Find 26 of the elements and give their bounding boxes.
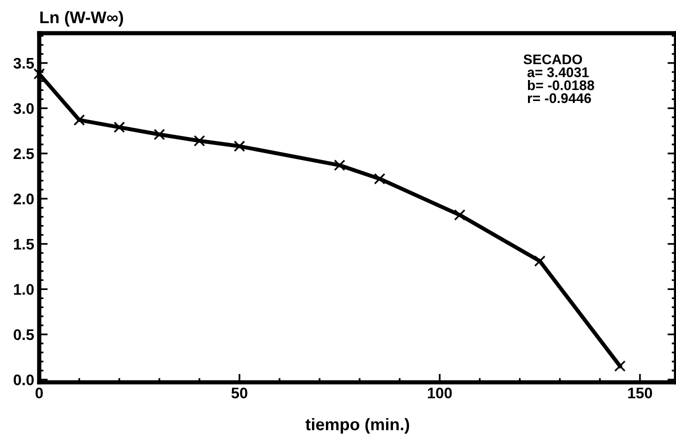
y-tick-label: 3.0 (13, 103, 34, 114)
annotation: SECADO a= 3.4031 b= -0.0188 r= -0.9446 (524, 54, 594, 104)
point (114, 122, 126, 133)
y-axis-title: Ln (W-W∞) (40, 11, 124, 27)
x-tick-label: 0 (36, 388, 43, 398)
y-tick-label: 0.5 (14, 329, 34, 340)
point (454, 209, 466, 221)
point (154, 128, 166, 140)
y-tick-label: 0.0 (14, 374, 34, 386)
x-axis-title: tiempo (min.) (306, 418, 410, 434)
point (74, 114, 85, 126)
point (34, 68, 45, 80)
point (374, 173, 386, 184)
point (234, 140, 246, 152)
point (614, 360, 626, 372)
x-tick-label: 150 (628, 388, 652, 398)
point (334, 160, 346, 171)
point (194, 135, 206, 146)
y-tick-label: 2.0 (14, 194, 34, 204)
x-tick-label: 100 (428, 388, 452, 398)
y-tick-label: 1.0 (14, 284, 34, 295)
point (534, 255, 546, 267)
y-tick-label: 1.5 (14, 238, 34, 250)
y-tick-label: 3.5 (13, 58, 34, 69)
y-tick-label: 2.5 (14, 148, 34, 160)
x-tick-label: 50 (231, 388, 248, 398)
